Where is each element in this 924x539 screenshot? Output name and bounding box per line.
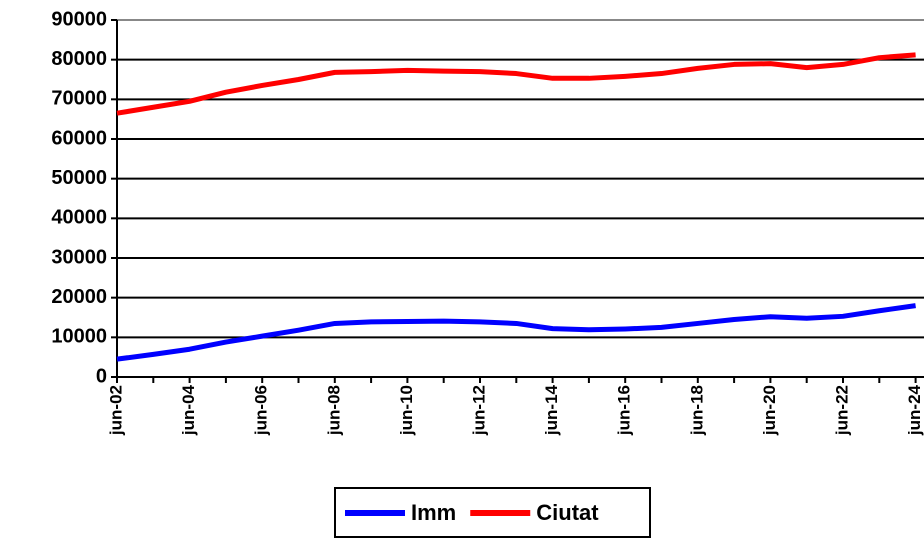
line (116, 303, 916, 362)
y-tick-label: 20000 (51, 286, 107, 308)
x-tick-label: jun-14 (542, 384, 561, 436)
x-tick-label: jun-10 (397, 385, 416, 436)
line (116, 52, 916, 116)
y-tick-label: 40000 (51, 207, 107, 229)
legend-label: Ciutat (536, 500, 599, 525)
y-tick-label: 10000 (51, 326, 107, 348)
x-tick-label: jun-22 (832, 385, 851, 436)
x-tick-label: jun-18 (687, 385, 706, 436)
x-tick-label: jun-08 (324, 385, 343, 436)
x-tick-label: jun-06 (252, 385, 271, 436)
y-tick-label: 70000 (51, 88, 107, 110)
x-tick-label: jun-16 (615, 385, 634, 436)
x-tick-label: jun-12 (469, 385, 488, 436)
x-tick-label: jun-04 (179, 384, 198, 436)
x-tick-label: jun-20 (760, 385, 779, 436)
y-tick-label: 90000 (51, 8, 107, 30)
y-tick-label: 60000 (51, 127, 107, 149)
y-tick-label: 80000 (51, 48, 107, 70)
x-tick-label: jun-24 (905, 384, 924, 436)
y-tick-label: 30000 (51, 246, 107, 268)
legend-label: Imm (411, 500, 456, 525)
x-tick-label: jun-02 (106, 385, 125, 436)
y-tick-label: 50000 (51, 167, 107, 189)
y-tick-label: 0 (96, 365, 107, 387)
